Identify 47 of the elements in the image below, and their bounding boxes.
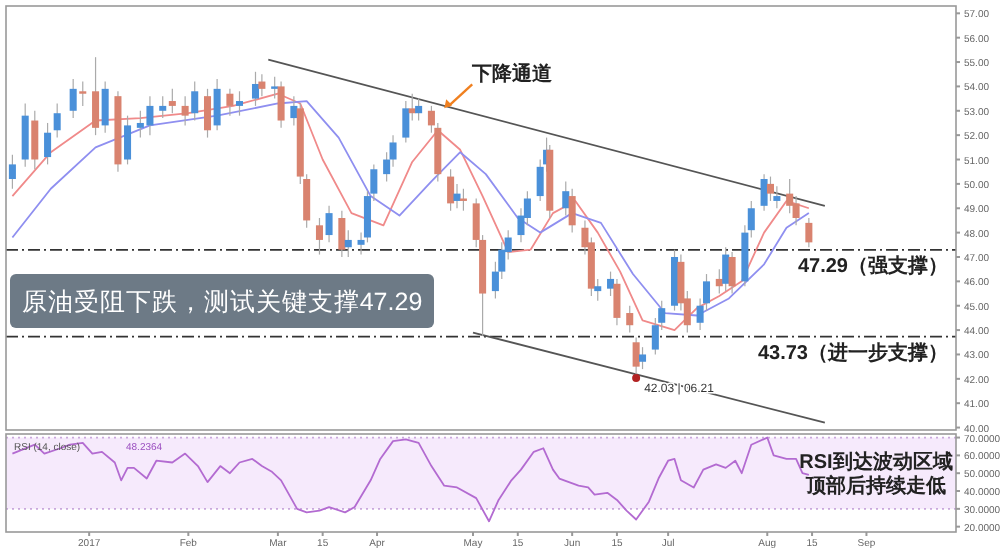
candlestick [226,88,234,117]
annotation: 下降通道 [470,62,555,87]
candlestick [760,173,768,212]
candlestick [773,185,781,209]
candlestick [447,168,455,212]
candlestick [277,80,285,129]
annotation: 顶部后持续走低 [804,474,946,498]
candlestick [92,56,100,136]
candlestick [79,80,87,107]
candlestick [101,80,109,134]
candlestick [191,80,199,122]
candlestick [402,100,410,144]
candlestick [338,210,346,258]
candlestick [204,88,212,139]
candlestick [766,175,774,202]
candlestick [69,78,77,119]
candlestick [53,102,61,139]
candlestick [168,88,176,114]
candlestick [315,217,323,256]
candlestick [271,76,279,100]
candlestick [722,246,730,292]
annotation: RSI到达波动区域 [799,450,953,474]
candlestick [536,158,544,202]
candlestick [213,78,221,131]
candlestick [44,122,52,165]
ref-line-label: 43.73（进一步支撑） [757,340,948,365]
candlestick [415,98,423,122]
candlestick [31,110,39,170]
candlestick [235,90,244,117]
candlestick [568,188,576,234]
candlestick [21,102,29,168]
candlestick [181,95,189,126]
candlestick [453,183,461,209]
candlestick [325,205,333,243]
candlestick [632,336,640,379]
candlestick [8,154,16,190]
candlestick [639,346,647,370]
candlestick [805,217,813,248]
candlestick [626,305,634,334]
candlestick [613,278,621,326]
ref-line-label: 47.29（强支撑） [797,253,948,278]
candlestick [159,95,167,119]
candlestick [124,115,132,165]
candlestick [344,229,352,258]
candlestick [251,71,260,107]
candlestick [728,251,736,295]
annotation: 原油受阻下跌，测试关键支撑47.29 [21,288,423,316]
